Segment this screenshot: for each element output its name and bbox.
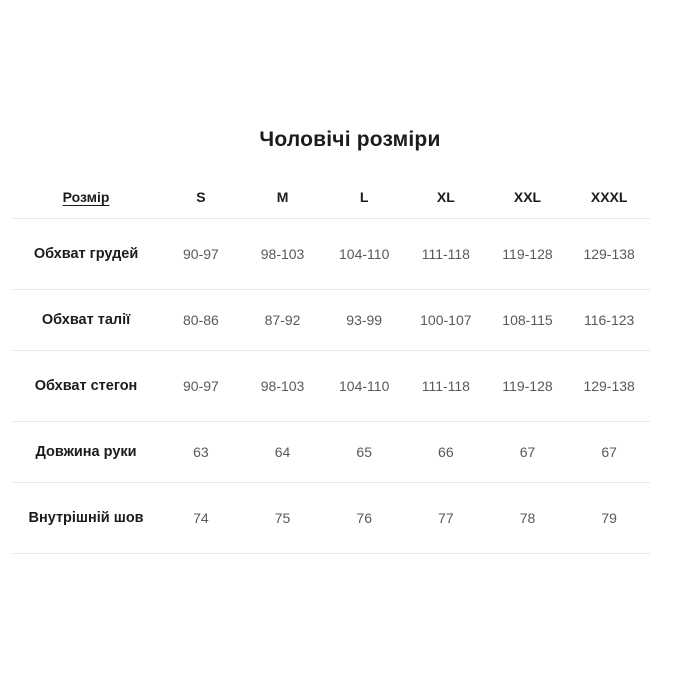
table-row: Обхват стегон 90-97 98-103 104-110 111-1… bbox=[12, 350, 650, 421]
cell-hips-l: 104-110 bbox=[339, 377, 390, 394]
table-bottom-border bbox=[12, 553, 650, 554]
row-label-arm-length: Довжина руки bbox=[35, 443, 137, 460]
cell-inseam-l: 76 bbox=[356, 509, 372, 526]
column-header-xxl: XXL bbox=[513, 188, 542, 205]
table-bottom-border-cell bbox=[12, 553, 650, 554]
cell-waist-l: 93-99 bbox=[346, 311, 383, 328]
column-header-s: S bbox=[196, 188, 206, 205]
column-header-size-label-text: Розмір bbox=[62, 188, 110, 205]
cell-hips-xxl: 119-128 bbox=[502, 377, 553, 394]
cell-arm-length-xxxl: 67 bbox=[601, 443, 617, 460]
cell-chest-l: 104-110 bbox=[339, 245, 390, 262]
table-row: Обхват грудей 90-97 98-103 104-110 111-1… bbox=[12, 218, 650, 289]
table-body: Обхват грудей 90-97 98-103 104-110 111-1… bbox=[12, 218, 650, 554]
table-row: Внутрішній шов 74 75 76 77 78 79 bbox=[12, 482, 650, 553]
size-table-container: Розмір S M L XL XXL XXXL Обхват грудей 9… bbox=[12, 176, 650, 554]
row-label-hips: Обхват стегон bbox=[34, 377, 138, 394]
page-title: Чоловічі розміри bbox=[259, 128, 441, 151]
cell-inseam-xxxl: 79 bbox=[601, 509, 617, 526]
table-header: Розмір S M L XL XXL XXXL bbox=[12, 176, 650, 218]
cell-chest-xxxl: 129-138 bbox=[583, 245, 635, 262]
cell-chest-xl: 111-118 bbox=[421, 245, 470, 262]
cell-arm-length-xl: 66 bbox=[438, 443, 454, 460]
cell-inseam-s: 74 bbox=[193, 509, 209, 526]
column-header-size-label: Розмір bbox=[12, 176, 160, 218]
cell-chest-m: 98-103 bbox=[260, 245, 305, 262]
cell-waist-xxxl: 116-123 bbox=[583, 311, 635, 328]
column-header-m: M bbox=[276, 188, 289, 205]
row-label-inseam: Внутрішній шов bbox=[28, 509, 144, 526]
cell-arm-length-s: 63 bbox=[193, 443, 209, 460]
cell-arm-length-m: 64 bbox=[274, 443, 291, 460]
cell-inseam-xl: 77 bbox=[438, 509, 454, 526]
cell-waist-s: 80-86 bbox=[183, 311, 219, 328]
table-row: Обхват талії 80-86 87-92 93-99 100-107 1… bbox=[12, 289, 650, 350]
column-header-xxxl: XXXL bbox=[590, 188, 628, 205]
column-header-l: L bbox=[359, 188, 369, 205]
cell-hips-xl: 111-118 bbox=[421, 377, 470, 394]
cell-inseam-m: 75 bbox=[274, 509, 291, 526]
cell-waist-xl: 100-107 bbox=[420, 311, 472, 328]
cell-hips-xxxl: 129-138 bbox=[583, 377, 635, 394]
size-chart-table: Розмір S M L XL XXL XXXL Обхват грудей 9… bbox=[12, 176, 650, 554]
cell-arm-length-xxl: 67 bbox=[519, 443, 536, 460]
cell-inseam-xxl: 78 bbox=[519, 509, 536, 526]
table-header-row: Розмір S M L XL XXL XXXL bbox=[12, 176, 650, 218]
cell-waist-m: 87-92 bbox=[264, 311, 301, 328]
cell-waist-xxl: 108-115 bbox=[502, 311, 553, 328]
row-label-waist: Обхват талії bbox=[41, 311, 131, 328]
cell-chest-s: 90-97 bbox=[183, 245, 219, 262]
column-header-xl: XL bbox=[436, 188, 455, 205]
cell-chest-xxl: 119-128 bbox=[502, 245, 553, 262]
cell-hips-m: 98-103 bbox=[260, 377, 305, 394]
table-row: Довжина руки 63 64 65 66 67 67 bbox=[12, 421, 650, 482]
cell-hips-s: 90-97 bbox=[183, 377, 219, 394]
row-label-chest: Обхват грудей bbox=[33, 245, 139, 262]
cell-arm-length-l: 65 bbox=[356, 443, 372, 460]
